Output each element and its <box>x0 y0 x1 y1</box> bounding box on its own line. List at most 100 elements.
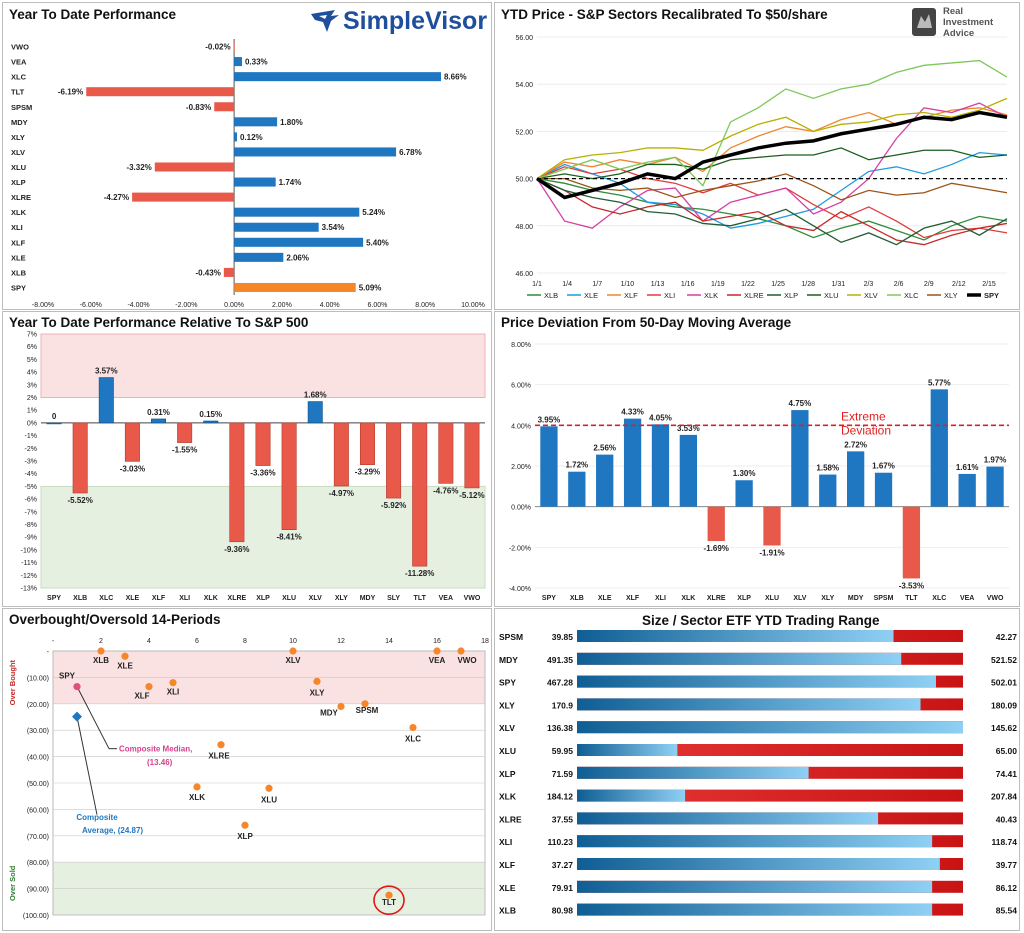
data-label: -0.83% <box>186 103 211 112</box>
range-low-label: 110.23 <box>547 837 573 847</box>
point-label: XLC <box>405 735 421 744</box>
x-tick-label: XLE <box>598 595 612 602</box>
x-tick-label: 1/22 <box>741 281 755 288</box>
panel-title: Overbought/Oversold 14-Periods <box>9 612 221 627</box>
range-bar-fill <box>577 675 936 688</box>
data-label: -3.29% <box>355 468 380 477</box>
bar <box>132 192 235 202</box>
data-label: -5.92% <box>381 501 406 510</box>
average-leader-line <box>76 716 98 815</box>
tlt-highlight-circle <box>373 885 405 916</box>
legend-label: XLRE <box>744 291 764 300</box>
series-line-xlc <box>536 59 1008 187</box>
bar <box>98 377 114 424</box>
data-label: -1.69% <box>704 544 729 553</box>
x-tick-label: 2/3 <box>864 281 874 288</box>
oversold-side-label: Over Sold <box>8 865 17 901</box>
ticker-label: XLY <box>499 700 515 710</box>
x-tick-label: XLI <box>179 595 190 602</box>
category-label: XLY <box>11 133 25 142</box>
point-label: XLP <box>237 832 253 841</box>
scatter-point-xlc <box>409 723 417 732</box>
bar <box>307 401 323 424</box>
y-tick-label: 5% <box>27 357 37 364</box>
range-high-label: 74.41 <box>996 769 1018 779</box>
range-low-label: 184.12 <box>547 792 573 802</box>
data-label: 2.06% <box>286 253 309 262</box>
x-tick-label: 2/9 <box>924 281 934 288</box>
bar <box>72 422 88 494</box>
x-tick-label: XLE <box>126 595 140 602</box>
bar <box>177 422 193 443</box>
ria-line-2: Investment <box>943 17 994 28</box>
x-tick-label: SPY <box>542 595 556 602</box>
eagle-icon <box>311 10 339 32</box>
scatter-point-xli <box>169 679 177 687</box>
x-tick-label: XLK <box>681 595 695 602</box>
y-tick-label: 2.00% <box>511 464 531 471</box>
x-tick-label: -4.00% <box>127 302 149 309</box>
y-tick-label: -8% <box>25 522 37 529</box>
x-tick-label: 1/13 <box>651 281 665 288</box>
x-tick-label: TLT <box>905 595 918 602</box>
y-tick-label: 50.00 <box>515 177 533 184</box>
bar <box>333 422 349 487</box>
threshold-label: Deviation <box>841 423 891 437</box>
series-line-xly <box>537 173 1008 201</box>
y-tick-label: -9% <box>25 535 37 542</box>
data-label: -1.55% <box>172 446 197 455</box>
series-line-xlv <box>536 97 1008 180</box>
scatter-point-xlre <box>217 741 225 749</box>
ytd-performance-chart: -8.00% -6.00% -4.00% -2.00% 0.00% 2.00% 4.00% 6… <box>11 39 485 309</box>
range-low-label: 71.59 <box>552 769 574 779</box>
data-label: -9.36% <box>224 545 249 554</box>
ticker-label: XLI <box>499 837 512 847</box>
bar <box>386 422 402 499</box>
y-tick-label: 6.00% <box>511 383 531 390</box>
category-label: MDY <box>11 118 28 127</box>
ytd-price-chart: 46.00 48.00 50.00 52.00 54.00 56.00 1/1 1/4 1/7 1… <box>515 35 1008 300</box>
x-tick-label: 1/16 <box>681 281 695 288</box>
point-label: XLF <box>134 692 149 701</box>
data-label: 3.53% <box>677 424 700 433</box>
data-label: 3.57% <box>95 367 118 376</box>
data-label: -4.76% <box>433 486 458 495</box>
x-tick-label: 1/10 <box>621 281 635 288</box>
scatter-point-vea <box>433 647 441 655</box>
series-line-xle <box>536 151 1008 229</box>
bar <box>902 506 921 579</box>
bar <box>234 72 441 82</box>
bar <box>986 466 1004 507</box>
x-tick-label: XLB <box>570 595 584 602</box>
x-tick-label: - <box>52 638 55 645</box>
point-label: XLU <box>261 795 277 804</box>
y-tick-label: -13% <box>21 586 37 593</box>
data-label: -3.03% <box>120 464 145 473</box>
range-bar-fill <box>577 698 921 711</box>
scatter-point-xlv <box>289 647 297 655</box>
ticker-label: SPY <box>499 678 516 688</box>
data-label: 8.66% <box>444 73 467 82</box>
x-tick-label: 6 <box>195 638 199 645</box>
range-bar-fill <box>577 652 902 665</box>
data-label: 0.15% <box>199 410 222 419</box>
scatter-point-xlb <box>97 647 105 655</box>
x-tick-label: 18 <box>481 638 489 645</box>
price-deviation-chart: -4.00% -2.00% 0.00% 2.00% 4.00% 6.00% 8.00% SPY… <box>509 342 1009 602</box>
point-label: SPSM <box>356 706 379 715</box>
ria-logo: Real Investment Advice <box>909 5 1019 41</box>
bar <box>623 418 642 507</box>
data-label: 0.31% <box>147 408 170 417</box>
bar <box>46 422 62 425</box>
y-tick-label: -2.00% <box>509 545 531 552</box>
range-high-label: 85.54 <box>996 906 1018 916</box>
data-label: -1.91% <box>759 549 784 558</box>
x-tick-label: 2/6 <box>894 281 904 288</box>
x-tick-label: 8.00% <box>415 302 435 309</box>
scatter-point-xlk <box>193 783 201 791</box>
legend-label: XLF <box>624 291 638 300</box>
y-tick-label: 0.00% <box>511 505 531 512</box>
bar <box>958 473 976 507</box>
x-tick-label: 1/28 <box>801 281 815 288</box>
scatter-point-xlf <box>145 683 153 691</box>
